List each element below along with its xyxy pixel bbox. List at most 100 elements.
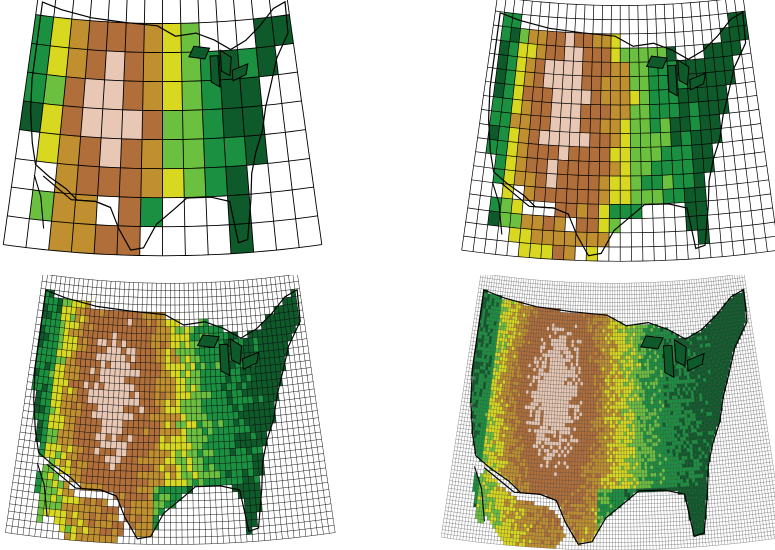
land-grid-cell — [190, 370, 196, 378]
ocean-grid-cell — [470, 499, 475, 504]
ocean-grid-cell — [485, 275, 489, 279]
land-grid-cell — [478, 488, 482, 493]
land-grid-cell — [80, 475, 87, 484]
land-grid-cell — [520, 389, 524, 394]
ocean-grid-cell — [463, 532, 467, 537]
land-grid-cell — [520, 481, 524, 486]
land-grid-cell — [513, 499, 517, 504]
land-grid-cell — [96, 411, 103, 419]
land-grid-cell — [250, 512, 258, 520]
land-grid-cell — [527, 474, 531, 479]
ocean-grid-cell — [198, 297, 203, 305]
ocean-grid-cell — [461, 436, 465, 441]
ocean-grid-cell — [471, 491, 476, 496]
land-grid-cell — [143, 52, 163, 82]
land-grid-cell — [483, 362, 487, 367]
ocean-grid-cell — [460, 482, 465, 487]
ocean-grid-cell — [451, 504, 456, 509]
land-grid-cell — [497, 532, 502, 537]
ocean-grid-cell — [727, 197, 741, 214]
land-grid-cell — [230, 368, 236, 376]
land-grid-cell — [522, 366, 526, 371]
land-grid-cell — [512, 473, 516, 477]
land-grid-cell — [488, 339, 492, 345]
land-grid-cell — [170, 493, 176, 501]
land-grid-cell — [203, 478, 210, 486]
ocean-grid-cell — [285, 406, 292, 415]
ocean-grid-cell — [471, 449, 475, 454]
land-grid-cell — [485, 504, 489, 509]
land-grid-cell — [484, 374, 488, 379]
ocean-grid-cell — [467, 456, 471, 461]
land-grid-cell — [620, 104, 631, 120]
land-grid-cell — [544, 315, 548, 319]
land-grid-cell — [62, 386, 68, 394]
ocean-grid-cell — [187, 522, 194, 530]
ocean-grid-cell — [543, 295, 547, 300]
ocean-grid-cell — [478, 534, 483, 539]
ocean-grid-cell — [466, 383, 470, 388]
land-grid-cell — [546, 361, 550, 365]
land-grid-cell — [88, 447, 95, 455]
grid-parallel — [487, 66, 753, 77]
ocean-grid-cell — [463, 505, 468, 510]
ocean-grid-cell — [46, 530, 53, 539]
land-grid-cell — [52, 297, 59, 306]
land-grid-cell — [513, 431, 517, 435]
land-grid-cell — [587, 203, 599, 219]
ocean-grid-cell — [42, 515, 49, 524]
land-grid-cell — [537, 452, 541, 457]
land-grid-cell — [503, 506, 507, 511]
land-grid-cell — [60, 510, 67, 518]
land-grid-cell — [154, 406, 160, 414]
land-grid-cell — [591, 61, 602, 77]
ocean-grid-cell — [266, 489, 273, 497]
land-grid-cell — [515, 446, 519, 451]
land-grid-cell — [497, 352, 501, 357]
ocean-grid-cell — [187, 493, 193, 501]
ocean-grid-cell — [691, 16, 702, 31]
land-grid-cell — [74, 423, 81, 432]
land-grid-cell — [112, 521, 119, 529]
land-grid-cell — [477, 384, 481, 389]
land-grid-cell — [128, 405, 134, 414]
land-grid-cell — [195, 391, 202, 399]
land-grid-cell — [537, 375, 541, 380]
land-grid-cell — [483, 420, 487, 425]
land-grid-cell — [484, 489, 488, 494]
land-grid-cell — [539, 391, 543, 396]
ocean-grid-cell — [284, 399, 291, 408]
land-grid-cell — [239, 76, 262, 108]
land-grid-cell — [501, 410, 505, 415]
land-grid-cell — [515, 473, 519, 478]
land-grid-cell — [484, 297, 488, 302]
land-grid-cell — [175, 341, 181, 349]
land-grid-cell — [480, 473, 484, 478]
land-grid-cell — [190, 391, 197, 400]
land-grid-cell — [506, 415, 510, 420]
land-grid-cell — [486, 378, 490, 383]
land-grid-cell — [544, 187, 557, 203]
ocean-grid-cell — [470, 437, 474, 442]
ocean-grid-cell — [26, 455, 34, 463]
ocean-grid-cell — [467, 521, 472, 526]
land-grid-cell — [121, 332, 127, 341]
land-grid-cell — [208, 442, 214, 450]
ocean-grid-cell — [478, 538, 482, 543]
land-grid-cell — [131, 478, 137, 486]
land-grid-cell — [71, 518, 78, 527]
land-grid-cell — [491, 355, 495, 360]
ocean-grid-cell — [106, 280, 112, 289]
grid-parallel — [32, 345, 308, 357]
land-grid-cell — [251, 381, 258, 389]
land-grid-cell — [527, 432, 531, 437]
ocean-grid-cell — [7, 187, 33, 219]
land-grid-cell — [481, 415, 485, 420]
land-grid-cell — [523, 389, 527, 394]
ocean-grid-cell — [538, 299, 542, 304]
land-grid-cell — [201, 420, 208, 428]
ocean-grid-cell — [13, 511, 20, 520]
land-grid-cell — [548, 130, 560, 146]
land-grid-cell — [489, 420, 493, 425]
ocean-grid-cell — [264, 474, 272, 483]
